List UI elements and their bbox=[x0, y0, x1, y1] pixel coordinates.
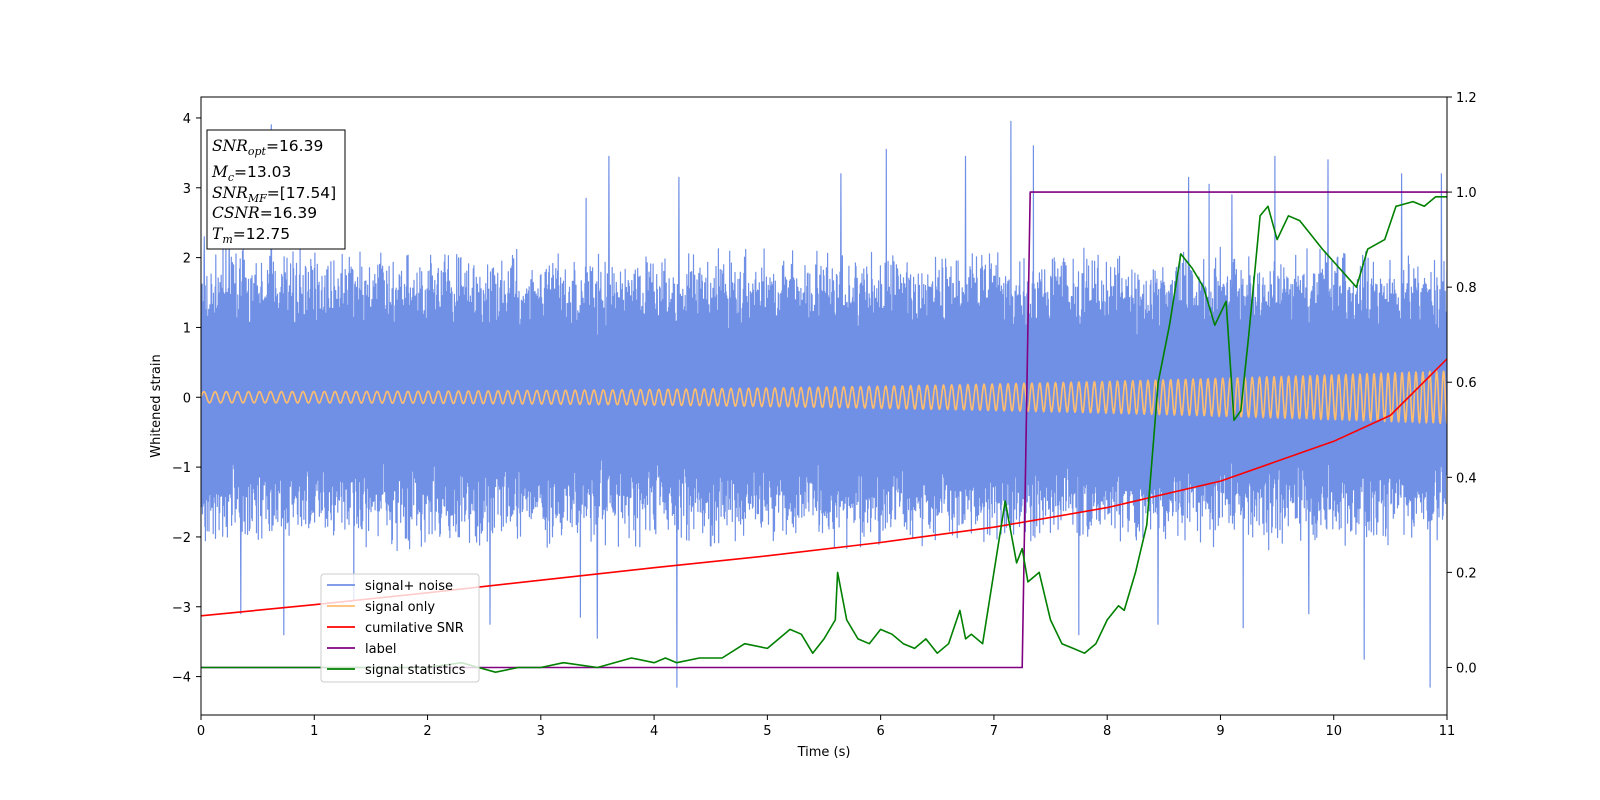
legend-label-cumilative-snr: cumilative SNR bbox=[365, 621, 464, 636]
annotation-line: Mc=13.03 bbox=[211, 163, 291, 184]
x-tick-label: 5 bbox=[763, 724, 771, 739]
y-tick-label: −2 bbox=[172, 531, 191, 546]
x-tick-label: 3 bbox=[537, 724, 545, 739]
series-line-signal-only bbox=[201, 370, 1447, 425]
y2-tick-label: 1.2 bbox=[1456, 91, 1477, 106]
x-tick-label: 11 bbox=[1439, 724, 1456, 739]
annotation-variable: T bbox=[212, 225, 224, 243]
annotation-line: CSNR=16.39 bbox=[212, 204, 317, 222]
annotation-value: =[17.54] bbox=[267, 184, 336, 202]
y-tick-label: −1 bbox=[172, 461, 191, 476]
y2-tick-label: 0.8 bbox=[1456, 281, 1477, 296]
legend-label-label: label bbox=[365, 642, 396, 657]
annotation-line: SNRMF=[17.54] bbox=[212, 184, 336, 205]
legend-label-signal-only: signal only bbox=[365, 600, 435, 615]
y-tick-label: 3 bbox=[183, 182, 191, 197]
annotation-value: =16.39 bbox=[266, 137, 323, 155]
annotation-value: =16.39 bbox=[260, 204, 317, 222]
annotation-frame bbox=[206, 129, 346, 250]
y2-tick-label: 0.4 bbox=[1456, 471, 1477, 486]
y2-tick-label: 0.6 bbox=[1456, 376, 1477, 391]
y-tick-label: 2 bbox=[183, 252, 191, 267]
annotation-variable: SNR bbox=[212, 184, 248, 202]
y2-tick-label: 1.0 bbox=[1456, 186, 1477, 201]
annotation-variable: SNR bbox=[212, 137, 248, 155]
annotation-subscript: m bbox=[222, 233, 232, 246]
annotation-subscript: opt bbox=[248, 145, 267, 158]
y-tick-label: −4 bbox=[172, 671, 191, 686]
x-tick-label: 7 bbox=[990, 724, 998, 739]
y-tick-label: 4 bbox=[183, 112, 191, 127]
y2-tick-label: 0.0 bbox=[1456, 661, 1477, 676]
plot-frame bbox=[200, 96, 1448, 716]
y-tick-label: 0 bbox=[183, 391, 191, 406]
x-tick-label: 9 bbox=[1216, 724, 1224, 739]
annotation-line: SNRopt=16.39 bbox=[212, 137, 323, 158]
x-tick-label: 2 bbox=[423, 724, 431, 739]
annotation-subscript: c bbox=[228, 171, 234, 184]
x-tick-label: 0 bbox=[197, 724, 205, 739]
y-tick-label: −3 bbox=[172, 601, 191, 616]
y-axis-left: 4 3 2 1 0 −1 −2 −3 −4 bbox=[172, 112, 201, 686]
annotation-value: =12.75 bbox=[233, 225, 290, 243]
annotation-variable: M bbox=[211, 163, 229, 181]
x-tick-label: 8 bbox=[1103, 724, 1111, 739]
x-axis-label: Time (s) bbox=[797, 745, 851, 760]
legend: signal+ noise signal only cumilative SNR la… bbox=[320, 573, 480, 683]
series-line-signal-noise bbox=[201, 120, 1447, 688]
x-tick-label: 4 bbox=[650, 724, 658, 739]
x-axis: 0 1 2 3 4 5 6 7 8 9 10 11 bbox=[197, 715, 1455, 739]
annotation-variable: CSNR bbox=[212, 204, 260, 222]
annotation-box: SNRopt=16.39Mc=13.03SNRMF=[17.54]CSNR=16… bbox=[206, 129, 346, 250]
x-tick-label: 1 bbox=[310, 724, 318, 739]
annotation-line: Tm=12.75 bbox=[212, 225, 290, 246]
x-tick-label: 6 bbox=[876, 724, 884, 739]
x-tick-label: 10 bbox=[1325, 724, 1342, 739]
annotation-subscript: MF bbox=[247, 192, 267, 205]
y-tick-label: 1 bbox=[183, 321, 191, 336]
legend-label-signal-noise: signal+ noise bbox=[365, 579, 453, 594]
y-axis-right: 1.2 1.0 0.8 0.6 0.4 0.2 0.0 bbox=[1447, 91, 1477, 676]
legend-label-signal-statistics: signal statistics bbox=[365, 663, 466, 678]
y2-tick-label: 0.2 bbox=[1456, 566, 1477, 581]
annotation-value: =13.03 bbox=[234, 163, 291, 181]
series-line-label bbox=[201, 191, 1447, 669]
y-axis-label: Whitened strain bbox=[149, 354, 164, 457]
legend-frame bbox=[320, 573, 480, 683]
series-line-signal-statistics bbox=[201, 196, 1447, 673]
